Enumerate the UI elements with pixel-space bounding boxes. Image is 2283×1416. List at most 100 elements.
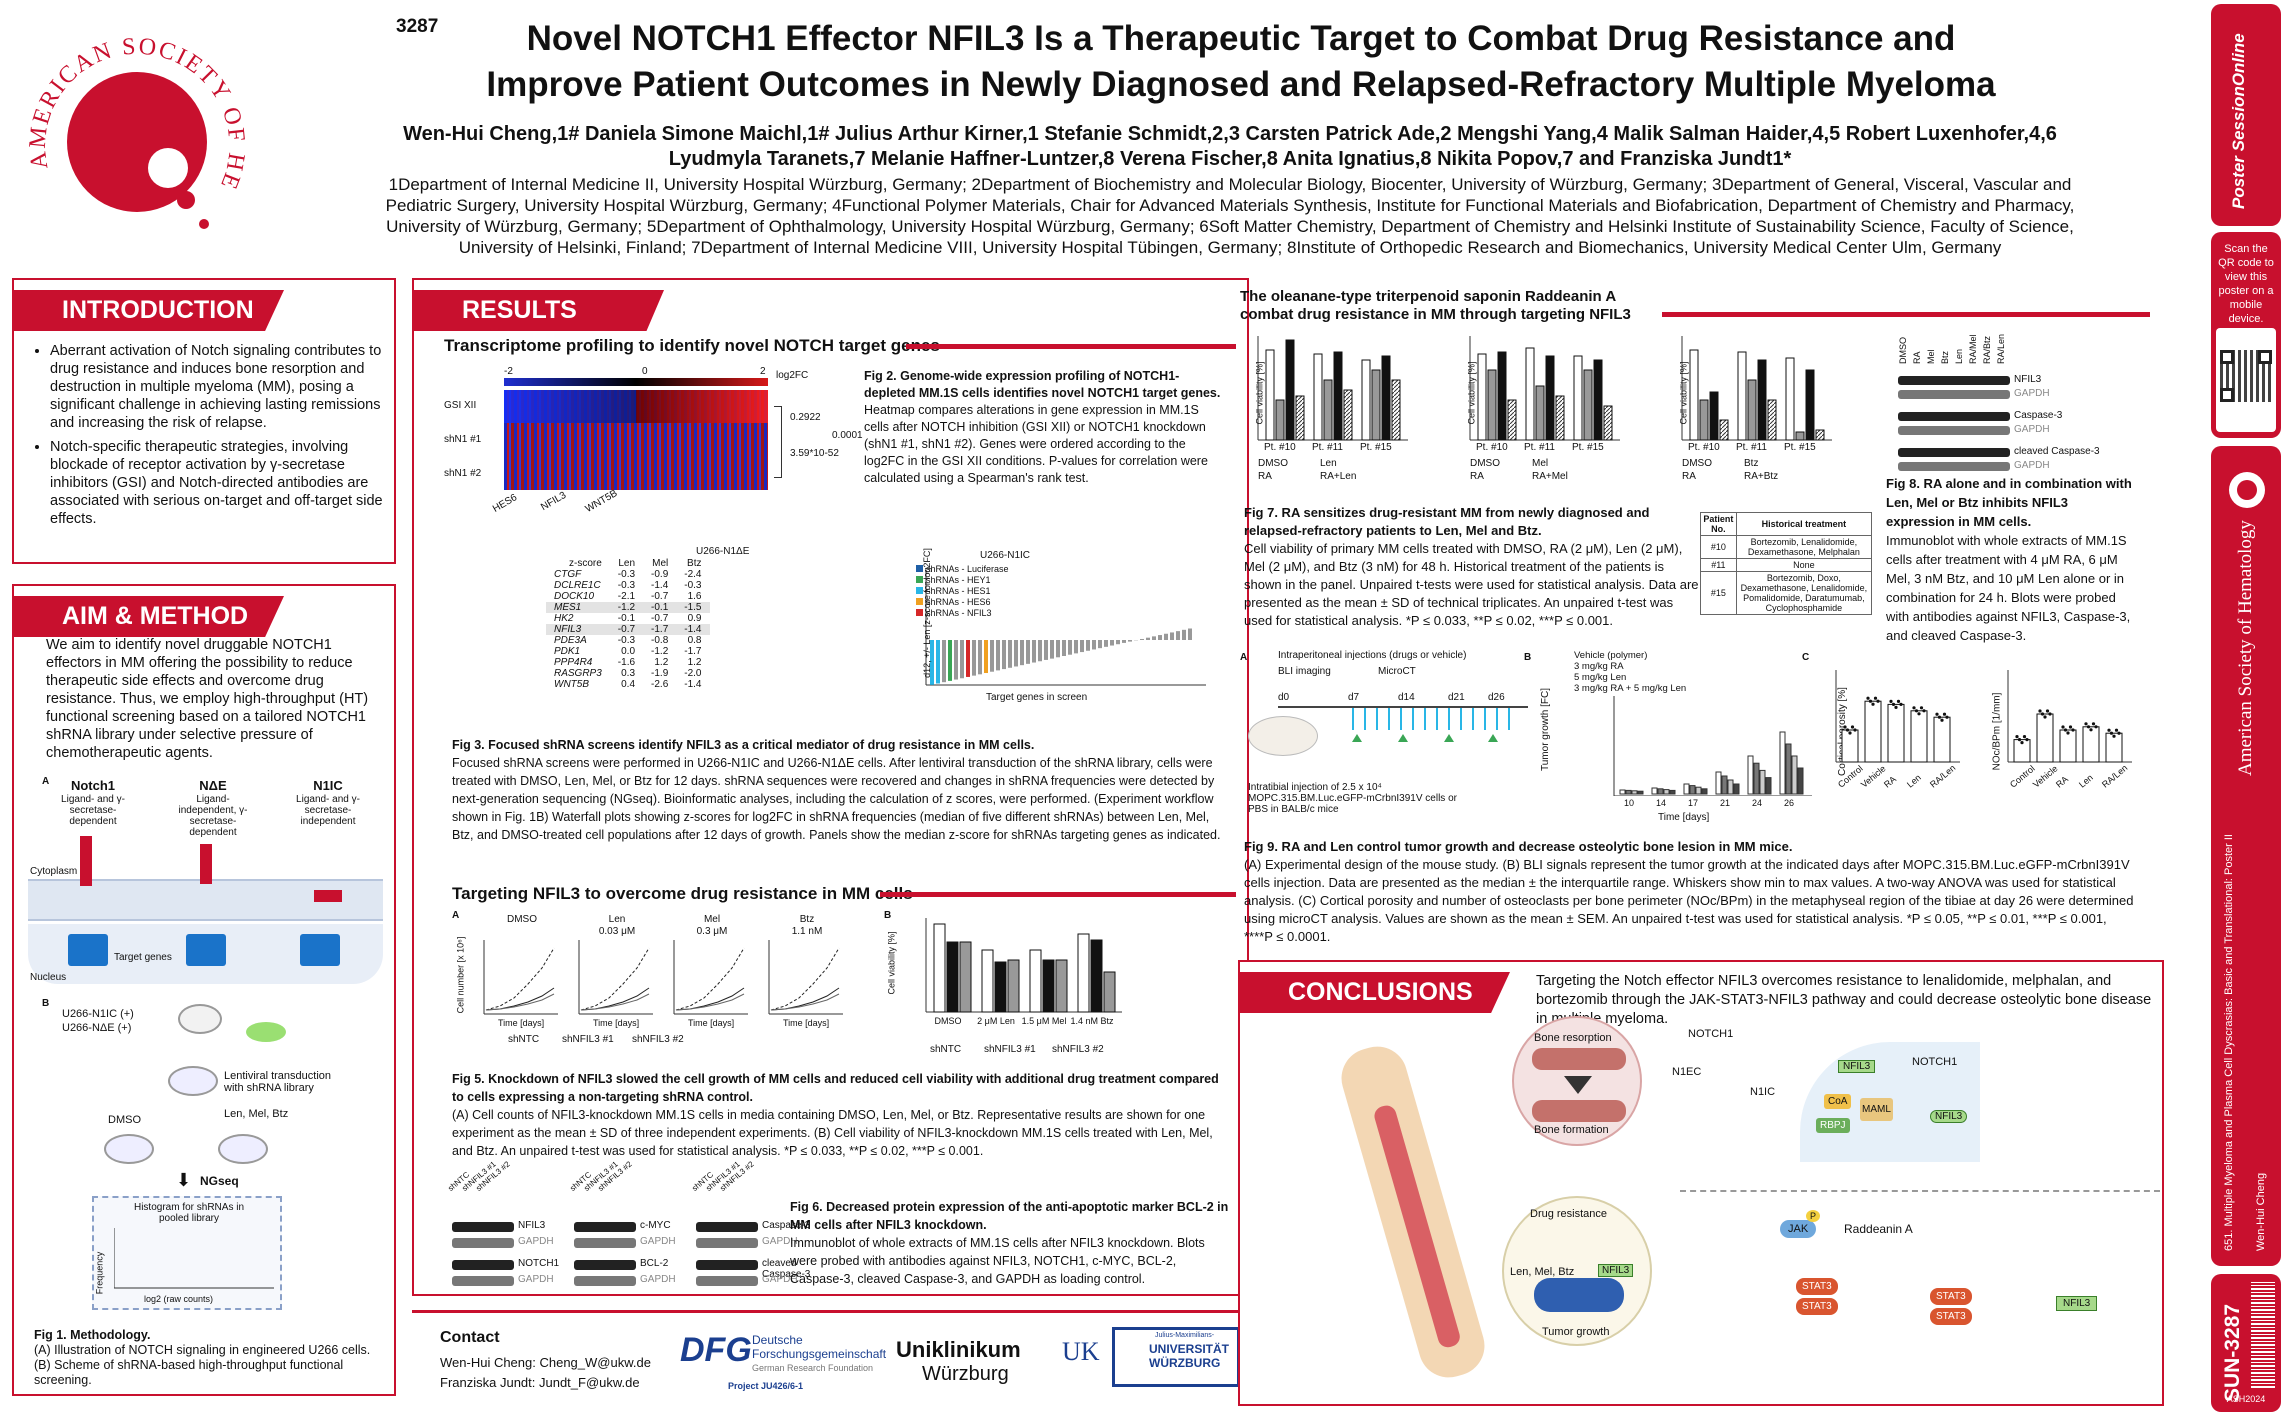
table-cell: 0.9 xyxy=(687,613,702,624)
ash-logo: AMERICAN SOCIETY OF HEMATOLOGY xyxy=(6,0,256,256)
bone-point xyxy=(1845,728,1850,732)
waterfall-bar xyxy=(1122,640,1126,643)
waterfall-bar xyxy=(1170,632,1174,640)
patient-label: Pt. #11 xyxy=(1524,442,1555,453)
fig7-caption-title: Fig 7. RA sensitizes drug-resistant MM f… xyxy=(1244,505,1650,538)
notch1-label: NOTCH1 xyxy=(1912,1056,1958,1068)
dish-icon xyxy=(168,1066,218,1096)
patient-table-header: Patient No. xyxy=(1700,512,1737,536)
fig7-bar xyxy=(1573,355,1583,441)
waterfall-bar xyxy=(948,640,952,681)
bone-bar xyxy=(1933,716,1951,763)
qr-info-box: Scan the QR code to view this poster on … xyxy=(2211,232,2281,438)
bone-point xyxy=(2084,722,2088,726)
fig7-bar xyxy=(1555,395,1565,441)
fig2-caption: Fig 2. Genome-wide expression profiling … xyxy=(864,368,1224,487)
bone-group-label: RA xyxy=(2054,773,2071,790)
dish-icon xyxy=(104,1134,154,1164)
bone-point xyxy=(1945,715,1949,719)
contact-panel: Contact Wen-Hui Cheng: Cheng_W@ukw.de Fr… xyxy=(412,1310,1249,1410)
bone-point xyxy=(1894,705,1898,709)
fig7-bar xyxy=(1815,429,1825,441)
introduction-bullets: Aberrant activation of Notch signaling c… xyxy=(32,342,386,534)
fig7-legend-item: DMSO xyxy=(1470,458,1500,469)
viability-bar xyxy=(1007,959,1020,1013)
lane-label: Mel xyxy=(1926,349,1936,364)
waterfall-bar xyxy=(1086,640,1090,651)
poster-session-badge: Poster SessionOnline xyxy=(2211,4,2281,226)
qr-text: Scan the QR code to view this poster on … xyxy=(2218,243,2274,325)
bone-point xyxy=(1922,709,1926,713)
bone-group-label: Len xyxy=(1905,772,1923,790)
dfg-project: Project JU426/6-1 xyxy=(728,1381,804,1391)
heatmap-row-label: shN1 #2 xyxy=(444,468,482,479)
jmu-name: UNIVERSITÄT WÜRZBURG xyxy=(1149,1342,1230,1370)
growth-conc: 0.3 μM xyxy=(696,926,728,937)
bone-point xyxy=(1942,712,1947,716)
fig2-heatmap: -2 0 2 log2FC GSI XII shN1 #1 shN1 #2 HE… xyxy=(444,366,864,526)
bone-point xyxy=(2112,734,2116,738)
waterfall-xlabel: Target genes in screen xyxy=(986,692,1088,703)
table-cell: 0.3 xyxy=(621,668,636,679)
waterfall-bar xyxy=(1152,636,1156,640)
bone-point xyxy=(1899,702,1903,706)
qr-code-icon[interactable] xyxy=(2216,328,2276,432)
title-line-1: Novel NOTCH1 Effector NFIL3 Is a Therape… xyxy=(526,19,1956,58)
tumor-box xyxy=(1619,789,1626,795)
legend-label: shRNAs - Luciferase xyxy=(926,564,1009,574)
bone-point xyxy=(2094,725,2098,729)
bone-point xyxy=(1891,702,1896,706)
conclusions-text: Targeting the Notch effector NFIL3 overc… xyxy=(1536,973,2152,1027)
bone-point xyxy=(2091,722,2096,726)
blot-label: GAPDH xyxy=(518,1274,554,1285)
tumor-box xyxy=(1663,789,1670,795)
tumor-legend-item: 5 mg/kg Len xyxy=(1574,672,1627,683)
viability-bar xyxy=(981,949,994,1013)
noc-ylabel: NOc/BPm [1/mm] xyxy=(1991,692,2003,771)
waterfall-bar xyxy=(1188,628,1192,640)
bone-point xyxy=(2048,712,2052,716)
stat3-node: STAT3 xyxy=(1796,1278,1838,1295)
table-cell: -0.3 xyxy=(684,580,702,591)
fig7-bar xyxy=(1767,399,1777,441)
waterfall-bar xyxy=(996,640,1000,671)
patient-label: Pt. #15 xyxy=(1360,442,1392,453)
blot-label: GAPDH xyxy=(2014,388,2050,399)
table-cell: PPP4R4 xyxy=(554,657,593,668)
table-cell: -0.3 xyxy=(617,569,636,580)
tumor-box xyxy=(1747,755,1754,795)
table-cell: -2.4 xyxy=(684,569,702,580)
jak-node: JAK xyxy=(1780,1220,1817,1238)
fig7-legend-item: Mel xyxy=(1532,458,1549,469)
day-label: d21 xyxy=(1448,692,1465,703)
bone-point xyxy=(2071,728,2075,732)
viability-legend-item: shNFIL3 #1 xyxy=(984,1044,1036,1055)
fig6-blots: shNTC shNFIL3 #1 shNFIL3 #2 NFIL3 GAPDH NOTCH… xyxy=(446,1160,822,1292)
blot-band xyxy=(452,1222,514,1232)
blot-label: GAPDH xyxy=(2014,424,2050,435)
waterfall-bar xyxy=(966,640,970,677)
legend-item: shRNAs - HES1 xyxy=(916,586,1009,597)
bone-bar xyxy=(1841,729,1859,763)
n1ec-label: N1EC xyxy=(1672,1066,1702,1078)
table-cell: HK2 xyxy=(554,613,574,624)
growth-legend-item: shNFIL3 #2 xyxy=(632,1034,684,1045)
fig7-bar xyxy=(1583,369,1593,441)
viability-group-label: 1.5 μM Mel xyxy=(1021,1016,1067,1026)
panel-label: A xyxy=(452,910,460,921)
bone-group-label: RA xyxy=(1882,773,1899,790)
coa-node: CoA xyxy=(1824,1094,1852,1109)
fig1-col-title: Notch1 xyxy=(70,778,116,793)
tumor-box xyxy=(1625,789,1632,795)
waterfall-bar xyxy=(960,640,964,679)
histogram-xlabel: log2 (raw counts) xyxy=(144,1294,214,1304)
blot-label: GAPDH xyxy=(640,1274,676,1285)
bone-bar xyxy=(2013,739,2031,763)
jmu-small: Julius-Maximilians- xyxy=(1155,1332,1215,1339)
viability-legend-item: shNFIL3 #2 xyxy=(1052,1044,1104,1055)
fig7-bar xyxy=(1737,351,1747,441)
table-row: MES1 -1.2 -0.1 -1.5 xyxy=(546,602,710,613)
bone-point xyxy=(2107,728,2111,732)
day-label: d14 xyxy=(1398,692,1415,703)
table-cell: 0.4 xyxy=(621,679,636,690)
